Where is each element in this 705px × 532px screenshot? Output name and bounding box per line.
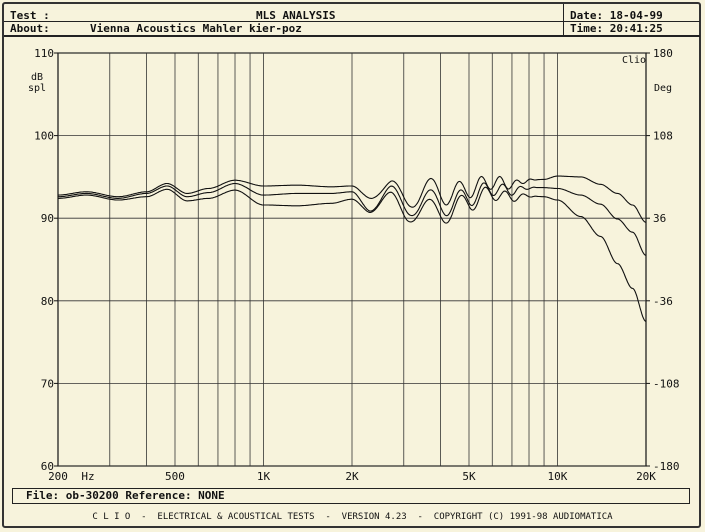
x-tick-label: 200	[48, 470, 68, 483]
y-tick-label: 110	[34, 47, 54, 60]
analysis-title: MLS ANALYSIS	[256, 9, 336, 22]
x-tick-label: 1K	[257, 470, 271, 483]
time-label: Time: 20:41:25	[570, 22, 663, 35]
y-tick-label: 70	[41, 377, 54, 390]
test-label: Test :	[10, 9, 50, 22]
response-curve-2	[58, 182, 647, 256]
file-info-text: File: ob-30200 Reference: NONE	[26, 489, 225, 502]
response-curve-3	[58, 186, 647, 322]
header-column-divider	[563, 4, 564, 36]
y-tick-label: 80	[41, 295, 54, 308]
x-tick-label: 5K	[462, 470, 476, 483]
y2-tick-label: 108	[653, 130, 673, 143]
x-tick-label: 500	[165, 470, 185, 483]
y2-axis-label: Deg	[654, 83, 672, 94]
about-value: Vienna Acoustics Mahler kier-poz	[90, 22, 302, 35]
header-divider	[4, 21, 700, 22]
y-axis-label: spl	[28, 83, 46, 94]
y2-tick-label: 36	[653, 212, 666, 225]
x-tick-label: 10K	[548, 470, 568, 483]
file-info-box	[12, 488, 690, 504]
y-axis-label: dB	[31, 72, 43, 83]
x-unit-label: Hz	[81, 470, 94, 483]
header-bottom-rule	[4, 35, 700, 37]
response-curve-1	[58, 175, 647, 223]
y-tick-label: 60	[41, 460, 54, 473]
y-tick-label: 100	[34, 130, 54, 143]
date-label: Date: 18-04-99	[570, 9, 663, 22]
y2-tick-label: 180	[653, 47, 673, 60]
x-tick-label: 2K	[345, 470, 359, 483]
copyright-bar: C L I O - ELECTRICAL & ACOUSTICAL TESTS …	[92, 512, 613, 522]
corner-label: Clio	[622, 55, 646, 66]
about-label: About:	[10, 22, 50, 35]
y2-tick-label: -108	[653, 377, 680, 390]
x-tick-label: 20K	[636, 470, 656, 483]
y2-tick-label: -36	[653, 295, 673, 308]
y-tick-label: 90	[41, 212, 54, 225]
y2-tick-label: -180	[653, 460, 680, 473]
